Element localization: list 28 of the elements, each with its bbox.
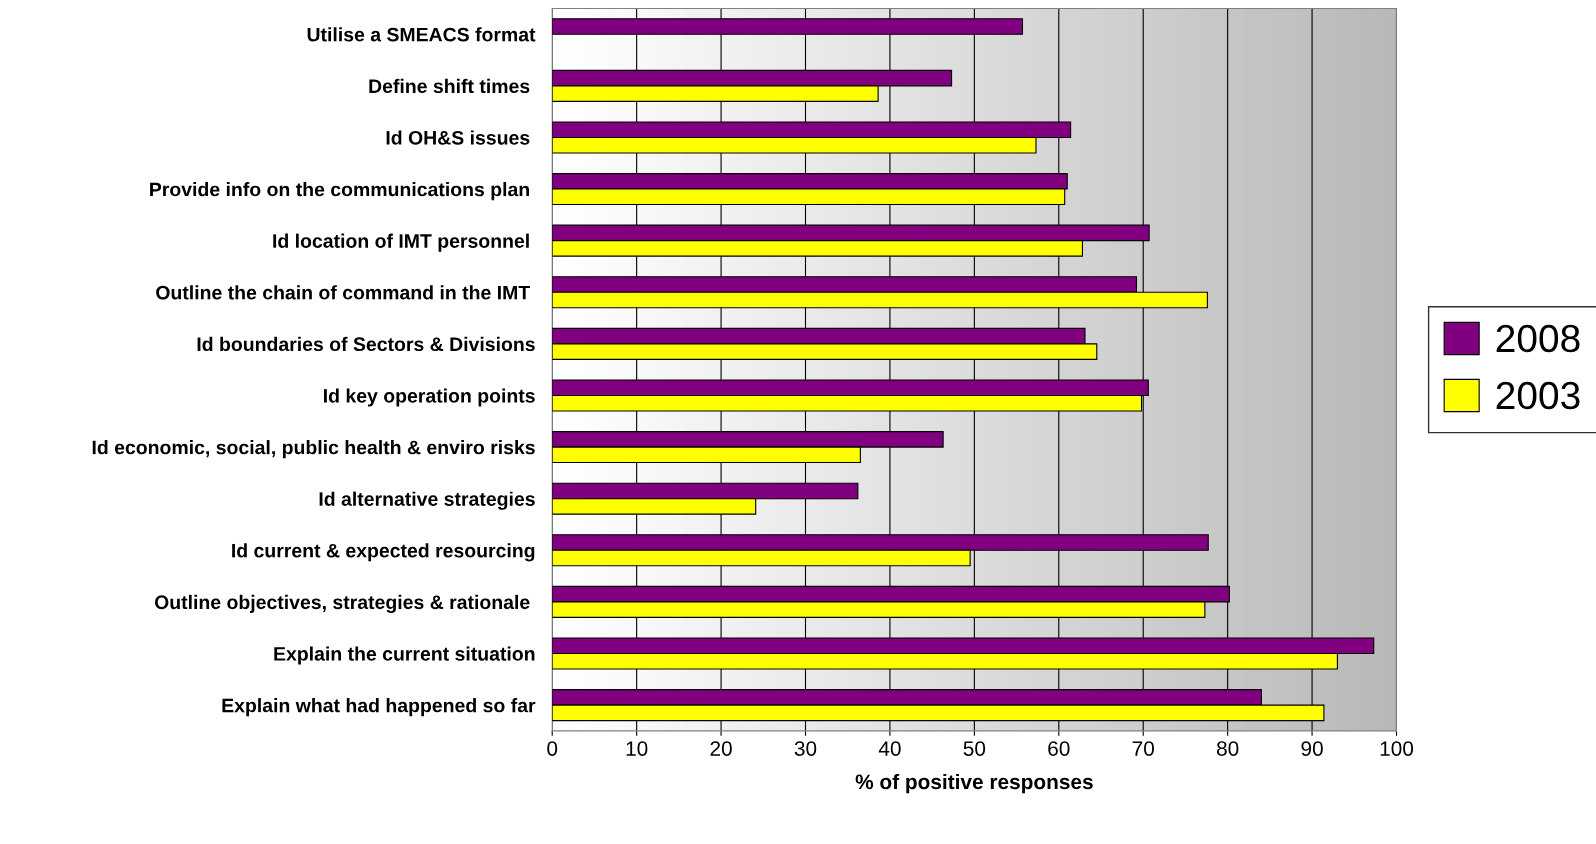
x-tick-label: 40 xyxy=(878,741,901,756)
x-tick-label: 30 xyxy=(794,741,817,756)
legend-label: 2008 xyxy=(1496,324,1580,353)
x-tick-label: 100 xyxy=(1380,741,1414,756)
x-tick-label: 20 xyxy=(710,741,732,756)
x-axis-title: % of positive responses xyxy=(855,773,1093,794)
y-tick-label: Id OH&S issues xyxy=(386,130,530,145)
y-tick-label: Id boundaries of Sectors & Divisions xyxy=(197,336,535,352)
y-tick-label: Explain the current situation xyxy=(274,646,535,665)
x-tick-label: 0 xyxy=(547,741,558,756)
y-tick-label: Outline objectives, strategies & rationale xyxy=(154,594,530,614)
y-tick-label: Outline the chain of command in the IMT xyxy=(156,285,530,300)
x-tick-label: 90 xyxy=(1301,741,1323,756)
legend-label: 2003 xyxy=(1496,381,1580,410)
y-tick-label: Id location of IMT personnel xyxy=(273,233,529,252)
y-tick-label: Id current & expected resourcing xyxy=(232,543,535,562)
y-tick-label: Explain what had happened so far xyxy=(222,698,536,717)
y-tick-label: Provide info on the communications plan xyxy=(150,182,529,201)
y-tick-label: Id alternative strategies xyxy=(319,491,535,510)
x-tick-label: 70 xyxy=(1132,741,1154,756)
x-tick-label: 60 xyxy=(1048,741,1070,756)
y-tick-label: Define shift times xyxy=(369,78,530,94)
y-tick-label: Utilise a SMEACS format xyxy=(307,27,536,42)
x-tick-label: 80 xyxy=(1216,741,1239,756)
x-tick-label: 10 xyxy=(626,741,648,756)
x-tick-label: 50 xyxy=(963,741,986,756)
y-tick-label: Id economic, social, public health & enviro risks xyxy=(92,440,535,459)
y-tick-label: Id key operation points xyxy=(324,388,535,407)
